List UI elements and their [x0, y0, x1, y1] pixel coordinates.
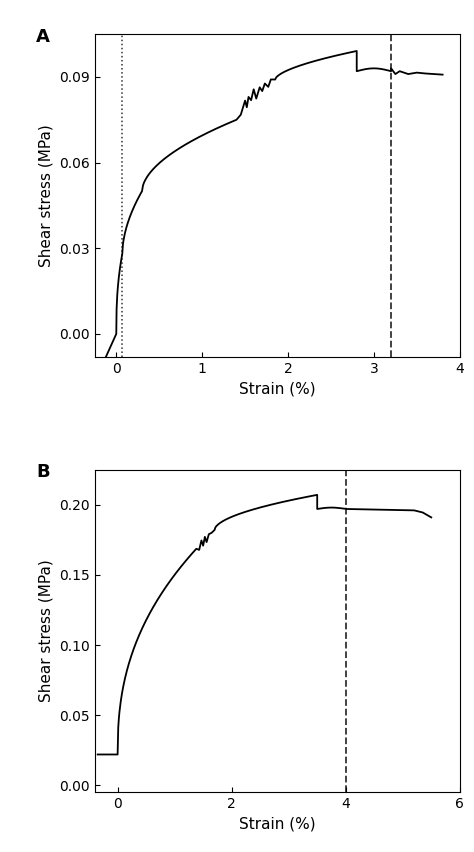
X-axis label: Strain (%): Strain (%) [239, 817, 316, 832]
Text: B: B [36, 463, 50, 481]
Y-axis label: Shear stress (MPa): Shear stress (MPa) [39, 560, 54, 702]
Y-axis label: Shear stress (MPa): Shear stress (MPa) [39, 124, 54, 267]
X-axis label: Strain (%): Strain (%) [239, 381, 316, 396]
Text: A: A [36, 27, 50, 46]
